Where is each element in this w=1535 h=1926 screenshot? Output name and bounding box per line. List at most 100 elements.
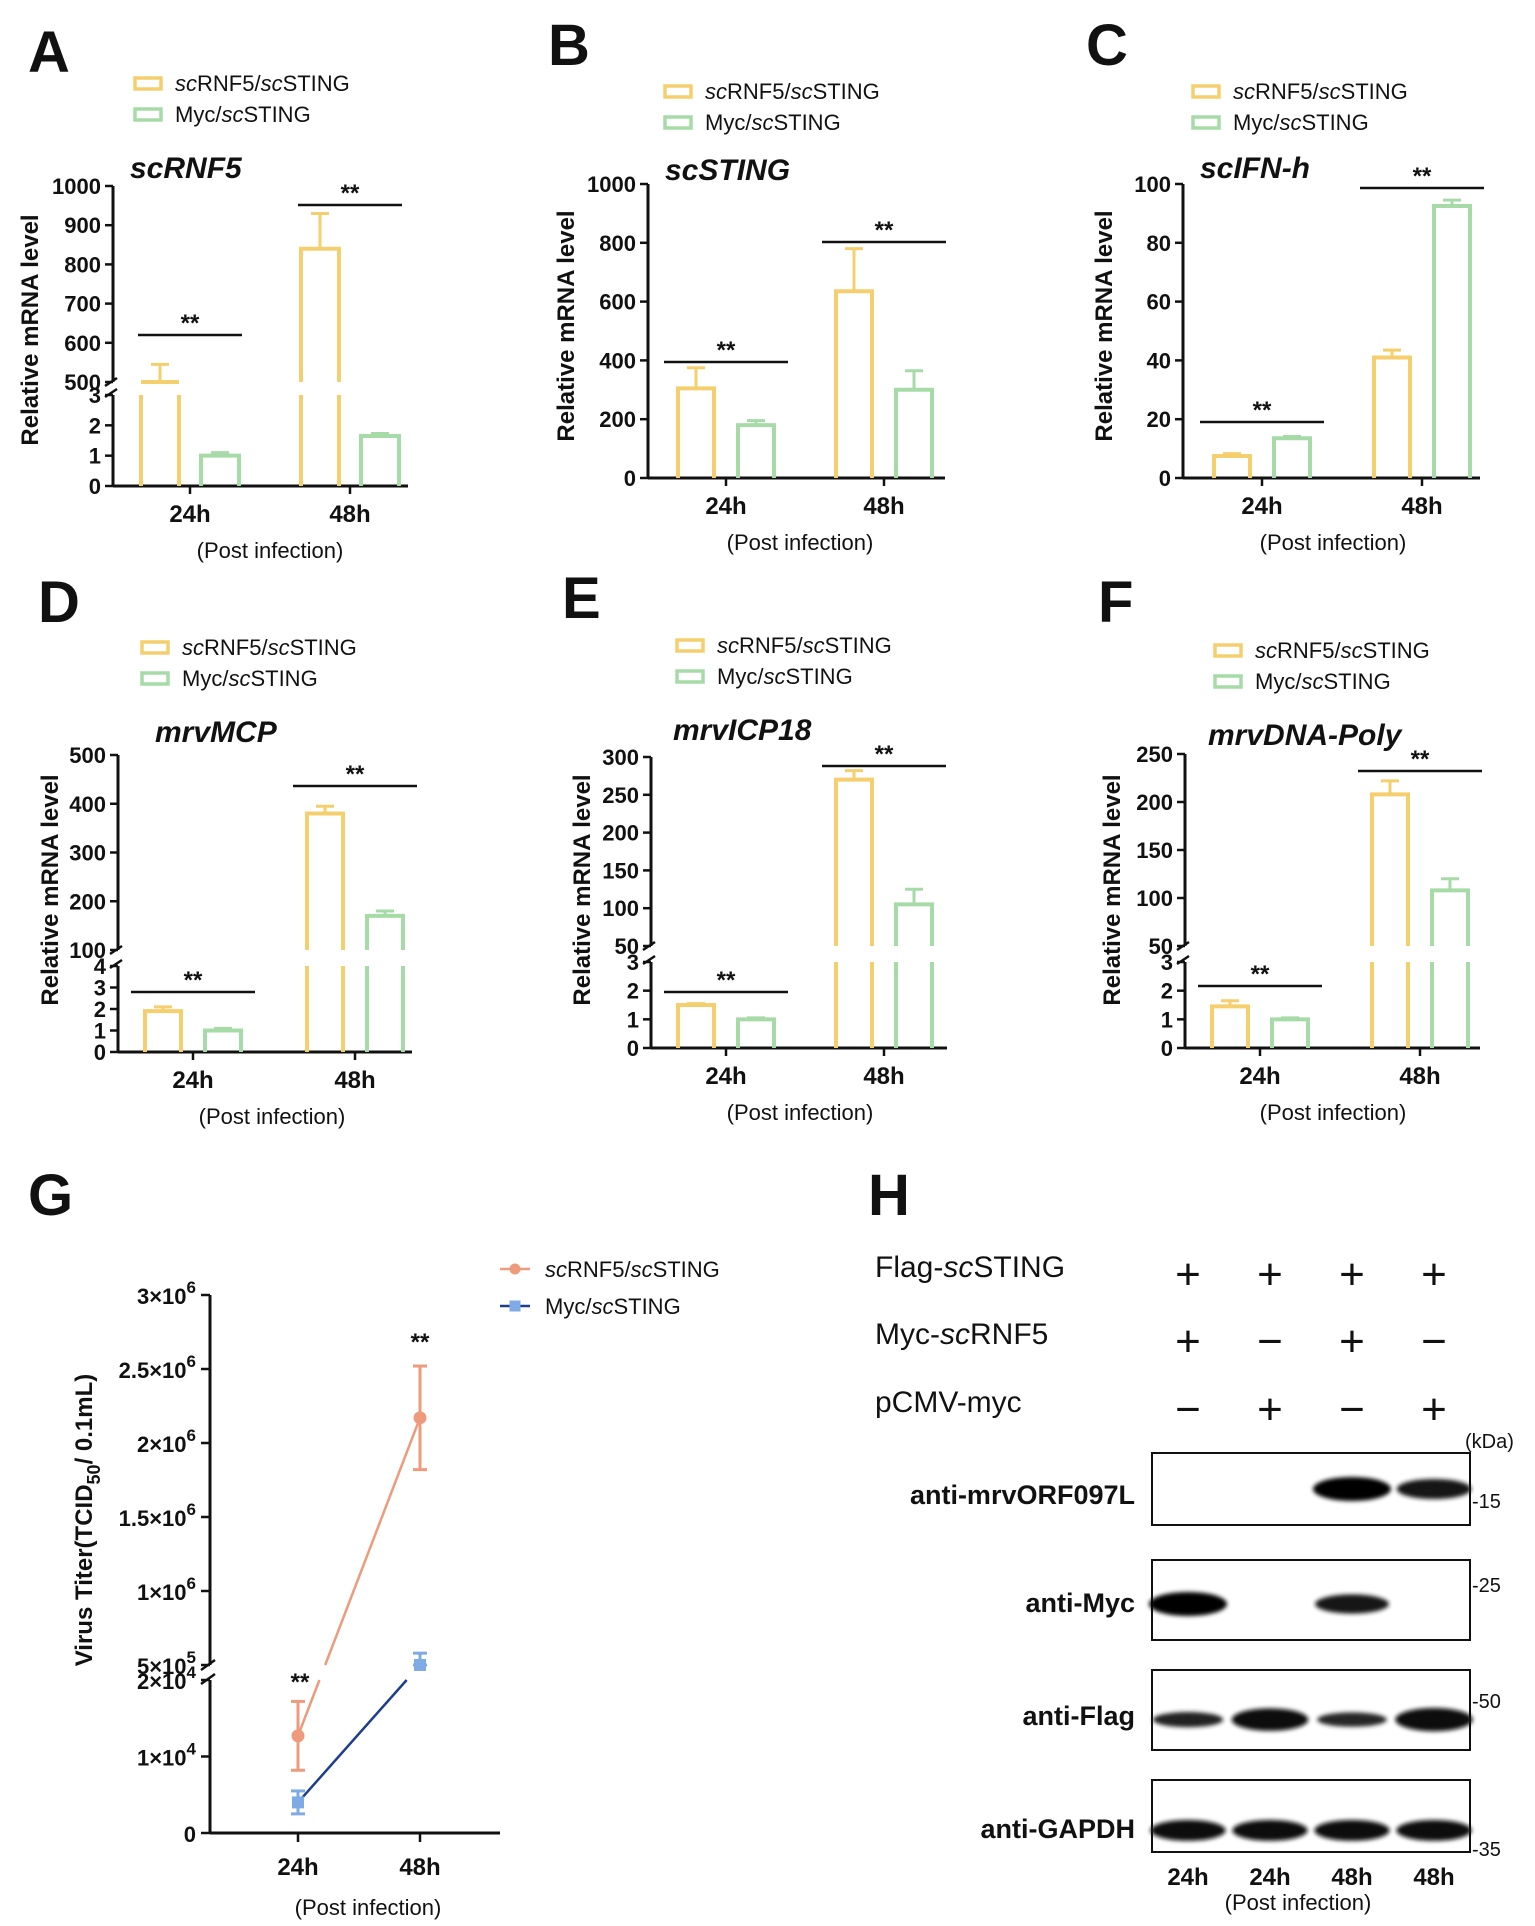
panel-label: A [28,20,70,85]
panel-label: D [38,570,80,635]
blot-band [1315,1594,1389,1614]
bar [1370,779,1410,1048]
treatment-sign: + [1175,1250,1201,1299]
y-tick-label: 150 [1136,838,1173,863]
y-tick-label: 0 [627,1036,639,1061]
significance-stars: ** [875,217,894,244]
bar-outline [1272,436,1312,478]
treatment-sign: + [1175,1317,1201,1366]
bar-outline [894,387,934,478]
treatment-label: pCMV-myc [875,1386,1022,1419]
x-axis-title: (Post infection) [727,1100,874,1125]
legend-swatch [1191,84,1221,99]
kda-marker: -25 [1472,1575,1501,1597]
y-tick-label: 0 [184,1822,196,1847]
y-tick-label: 1.5×106 [119,1500,196,1531]
x-axis-title: (Post infection) [727,530,874,555]
y-axis-title: Relative mRNA level [37,774,64,1005]
bar-outline [1432,204,1472,478]
y-tick-label: 800 [64,252,101,277]
panel-label: G [28,1163,73,1228]
significance-stars: ** [717,967,736,994]
significance-stars: ** [346,761,365,788]
blot-band [1395,1708,1473,1732]
bar [305,804,345,1052]
y-tick-label: 2×104 [137,1663,197,1694]
y-tick-label: 0 [1161,1036,1173,1061]
legend-swatch [140,671,170,686]
y-tick-label: 250 [602,783,639,808]
y-tick-label: 1×104 [137,1740,197,1771]
x-axis-title: (Post infection) [1225,1890,1372,1915]
bar-outline [143,1009,183,1052]
y-tick-label: 300 [69,841,106,866]
antibody-label: anti-Myc [1025,1588,1135,1618]
x-axis-title: (Post infection) [295,1895,442,1920]
legend-swatch [133,107,163,122]
treatment-sign: − [1175,1385,1201,1434]
y-tick-label: 100 [69,938,106,963]
treatment-sign: + [1339,1317,1365,1366]
y-tick-label: 200 [602,821,639,846]
bar [834,247,874,478]
significance-stars: ** [181,310,200,337]
x-category-label: 48h [863,493,904,520]
data-point [292,1796,304,1809]
y-tick-label: 200 [1136,790,1173,815]
y-tick-label: 500 [64,370,101,395]
y-axis-title: Relative mRNA level [569,774,596,1005]
treatment-sign: + [1257,1385,1283,1434]
series-line [296,1679,321,1737]
panel-label: F [1098,570,1133,635]
y-tick-label: 2 [627,979,639,1004]
bar [834,769,874,1048]
y-tick-label: 60 [1147,290,1171,315]
significance-stars: ** [341,180,360,207]
bar-outline [736,423,776,478]
bar [736,1016,776,1048]
y-tick-label: 1000 [587,172,636,197]
legend-marker [509,1263,521,1275]
y-tick-label: 1 [1161,1007,1173,1032]
gene-title: mrvICP18 [673,714,812,747]
panel-H: H Flag-scSTING + + + + Myc-scRNF5 + − + − pCMV-myc −… [868,1163,1514,1915]
treatment-sign: − [1257,1317,1283,1366]
y-tick-label: 3 [89,383,101,408]
y-tick-label: 800 [599,231,636,256]
y-tick-label: 600 [64,331,101,356]
y-tick-label: 100 [602,896,639,921]
y-tick-label: 3 [1161,950,1173,975]
legend-label: Myc/scSTING [705,110,841,135]
y-axis-title: Virus Titer(TCID50/ 0.1mL) [71,1374,104,1667]
x-category-label: 24h [172,1067,213,1094]
bar-outline [894,902,934,1048]
x-category-label: 48h [863,1063,904,1090]
bar [1432,198,1472,478]
x-category-label: 24h [1241,493,1282,520]
gene-title: scSTING [665,154,790,187]
treatment-label: Myc-scRNF5 [875,1318,1048,1351]
bar [676,366,716,478]
data-point [413,1411,427,1425]
treatment-label: Flag-scSTING [875,1251,1065,1284]
x-category-label: 24h [705,493,746,520]
gene-title: scRNF5 [130,152,243,185]
x-category-label: 48h [334,1067,375,1094]
blot-band [1314,1820,1390,1841]
x-category-label: 24h [705,1063,746,1090]
blot-band [1396,1820,1472,1841]
legend-swatch [140,640,170,655]
bar-outline [676,1003,716,1048]
y-tick-label: 50 [615,934,639,959]
x-category-label: 24h [1239,1063,1280,1090]
bar-outline [834,289,874,478]
significance-stars: ** [1413,163,1432,190]
y-tick-label: 3 [627,950,639,975]
treatment-sign: − [1421,1317,1447,1366]
bar-outline [1372,355,1412,478]
x-category-label: 48h [1401,493,1442,520]
significance-stars: ** [1253,397,1272,424]
bar [1210,999,1250,1048]
